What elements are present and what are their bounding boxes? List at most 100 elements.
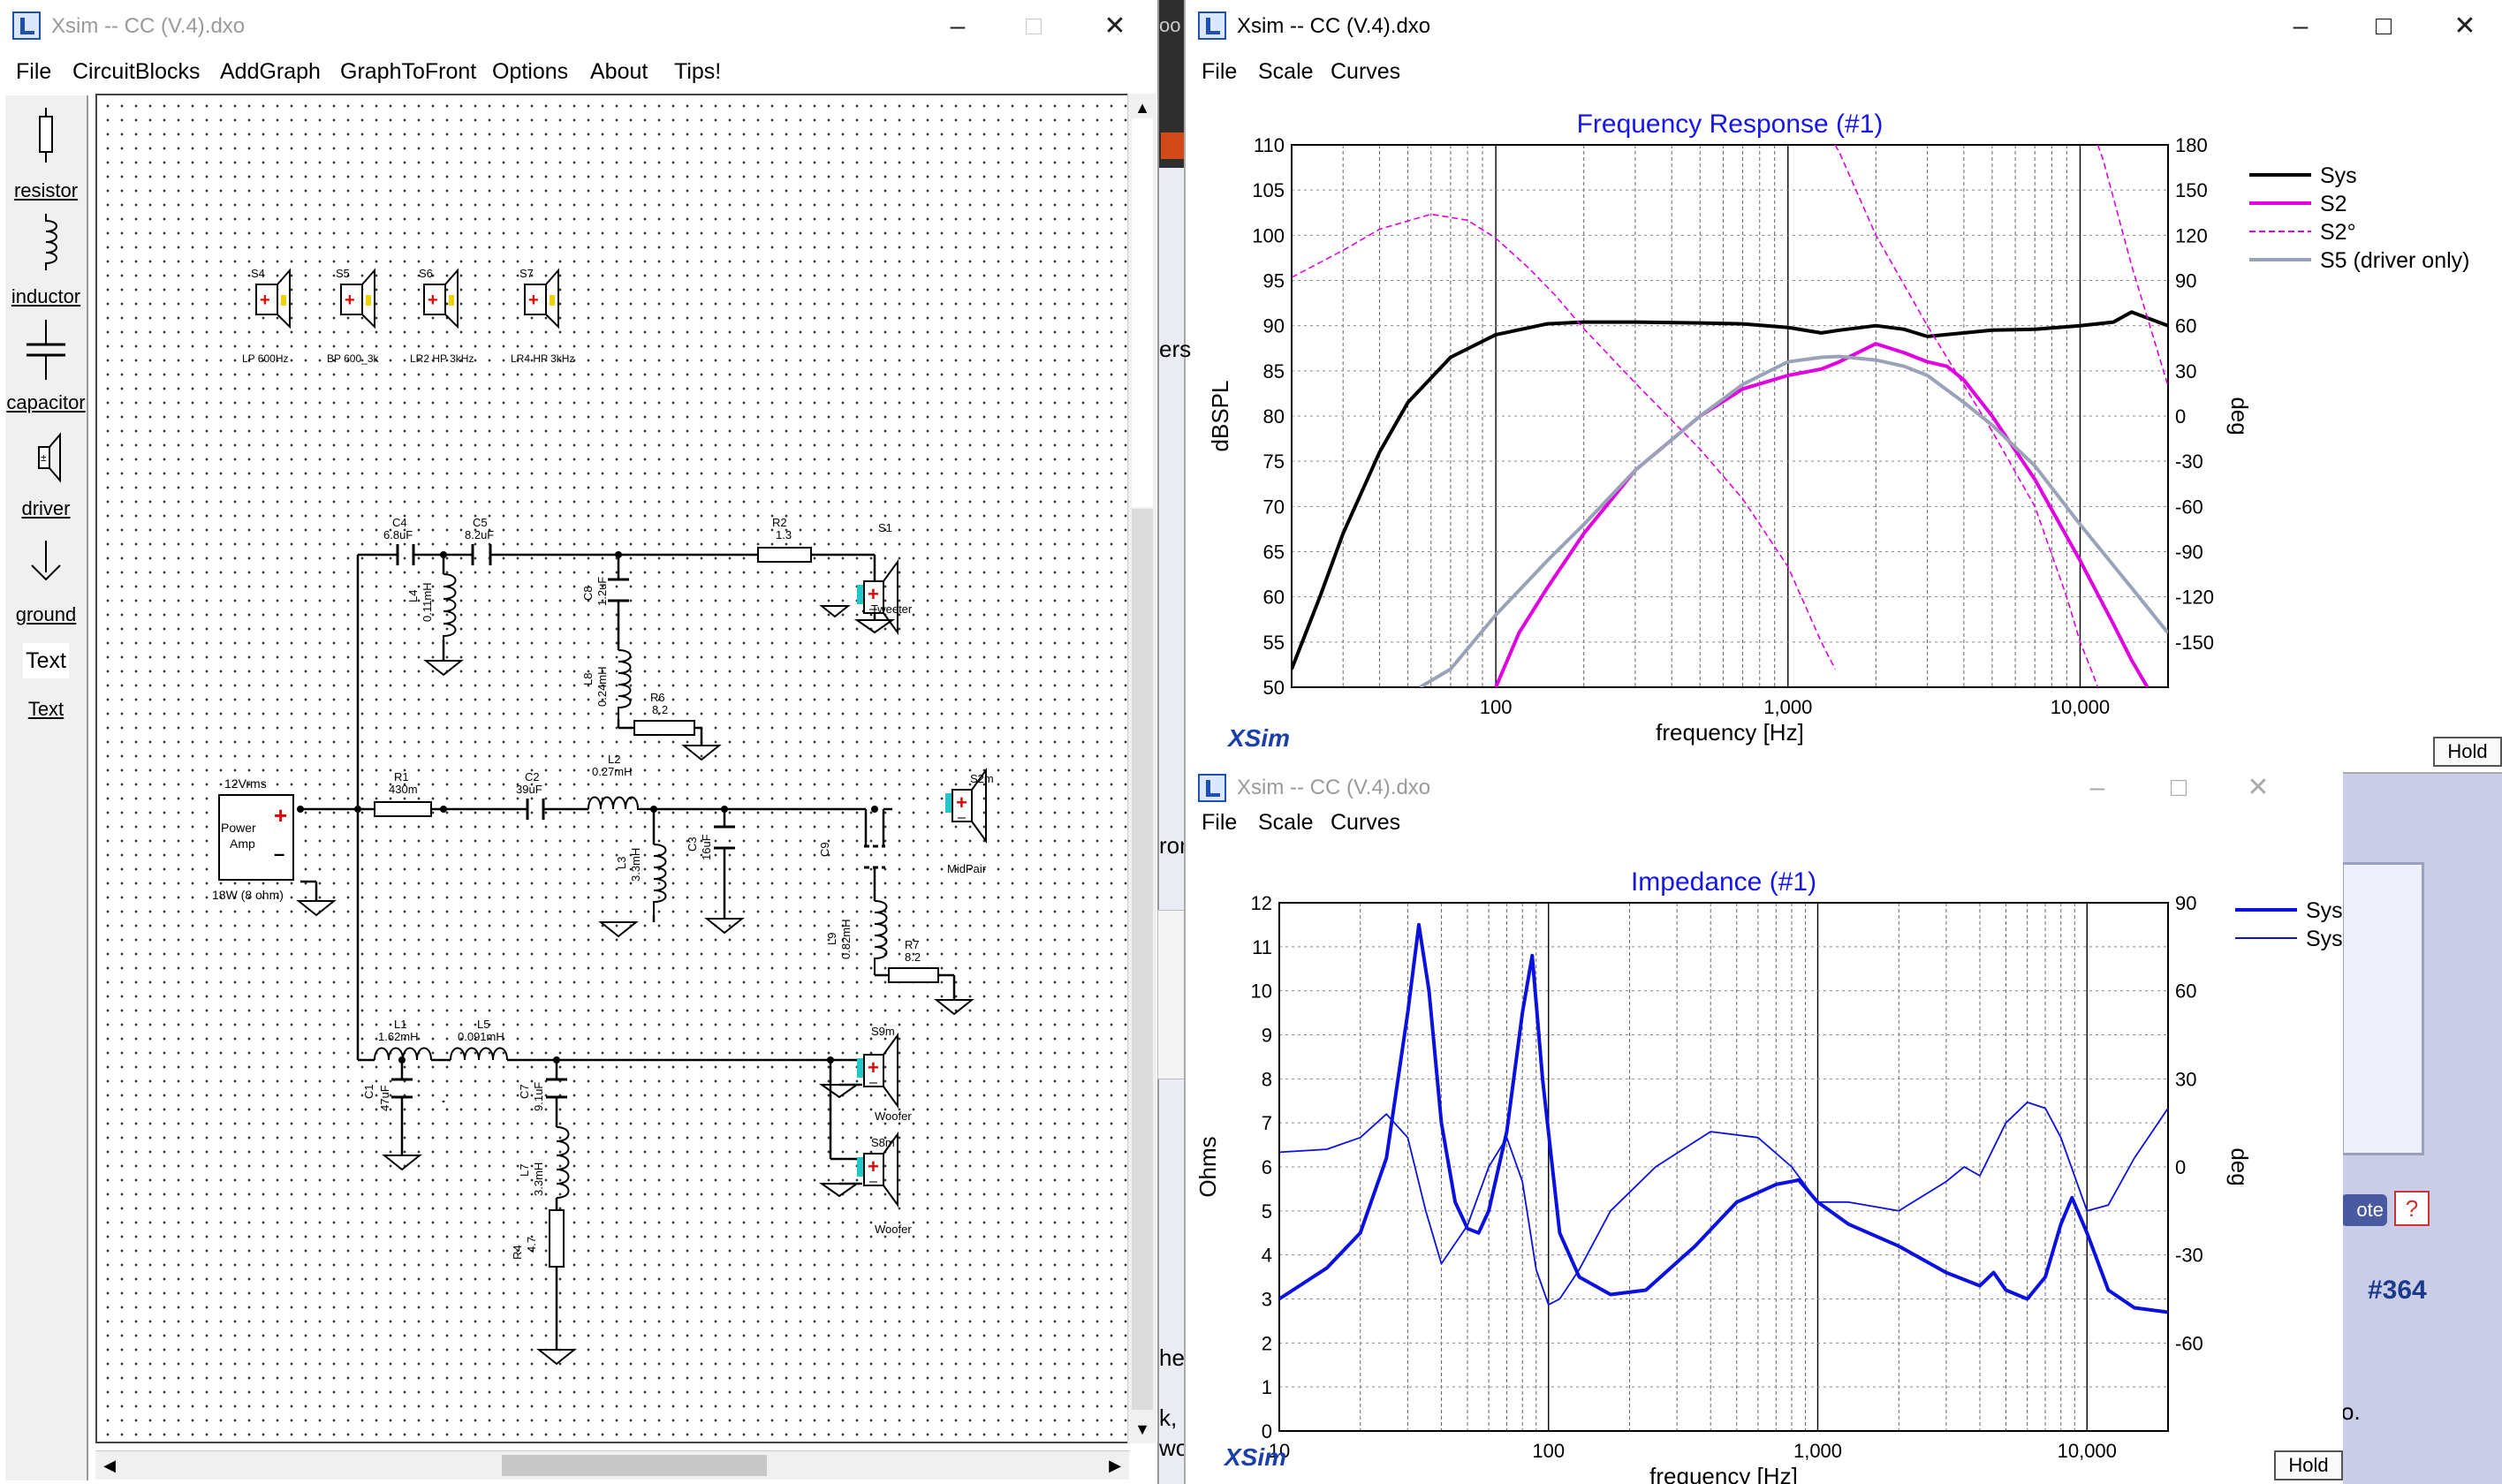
vertical-scroll-thumb[interactable] <box>1132 118 1153 507</box>
capacitors <box>391 544 885 1099</box>
menu-tips[interactable]: Tips! <box>674 59 722 84</box>
xsim-app-icon <box>1198 11 1226 40</box>
palette-driver[interactable]: ± driver <box>5 422 87 520</box>
quote-icon[interactable]: ? <box>2394 1191 2430 1226</box>
background-text-frag: ers <box>1159 336 1192 362</box>
impedance-chart[interactable]: Impedance (#1)frequency [Hz]Ohms deg12111… <box>1186 839 2343 1484</box>
schematic-canvas[interactable]: S4 + LP 600Hz S5 + BP 600_3k S6 + LR2 HP 3kHz S7 +… <box>95 94 1131 1443</box>
minimize-button[interactable]: – <box>2089 773 2105 802</box>
vertical-scroll-track[interactable] <box>1132 509 1153 1410</box>
freq-titlebar[interactable]: Xsim -- CC (V.4).dxo – □ ✕ <box>1186 0 2502 55</box>
y2-tick-label: 0 <box>2175 405 2186 428</box>
y2-axis-label: deg <box>2226 397 2253 435</box>
background-text-frag: wo <box>1159 1435 1189 1461</box>
x-tick-label: 1,000 <box>1763 696 1812 718</box>
preset-block[interactable]: S7 + LR4 HP 3kHz <box>511 267 574 365</box>
menu-file[interactable]: File <box>16 59 52 84</box>
menu-curves[interactable]: Curves <box>1331 810 1401 835</box>
hold-button[interactable]: Hold <box>2274 1450 2343 1480</box>
svg-text:1.62mH: 1.62mH <box>378 1030 419 1043</box>
menu-options[interactable]: Options <box>492 59 569 84</box>
menu-curves[interactable]: Curves <box>1331 59 1401 84</box>
y-tick-label: 6 <box>1262 1156 1272 1178</box>
plus-icon: + <box>260 291 270 310</box>
y-tick-label: 9 <box>1262 1025 1272 1047</box>
horizontal-scroll-thumb[interactable] <box>502 1455 767 1476</box>
background-browser <box>1157 0 1184 1484</box>
preset-name: S5 <box>336 267 350 280</box>
maximize-button[interactable]: □ <box>2170 773 2187 802</box>
menu-file[interactable]: File <box>1202 59 1238 84</box>
close-button[interactable]: ✕ <box>2453 11 2476 41</box>
horizontal-scrollbar[interactable]: ◀ ▶ <box>95 1450 1129 1480</box>
imp-title: Xsim -- CC (V.4).dxo <box>1237 776 1431 799</box>
speaker-driver[interactable]: +– <box>857 1032 898 1109</box>
svg-text:C3: C3 <box>686 837 699 852</box>
legend-label: Sys <box>2306 898 2343 923</box>
preset-block[interactable]: S6 + LR2 HP 3kHz <box>410 267 474 365</box>
svg-text:16uF: 16uF <box>700 834 713 860</box>
thread-number[interactable]: #364 <box>2368 1276 2427 1305</box>
menu-scale[interactable]: Scale <box>1258 810 1314 835</box>
chart-grid <box>1291 144 2169 688</box>
svg-text:4.7: 4.7 <box>525 1237 538 1253</box>
y-tick-label: 3 <box>1262 1289 1272 1311</box>
minimize-button[interactable]: – <box>2293 11 2309 41</box>
plus-icon: + <box>956 791 967 814</box>
imp-titlebar[interactable]: Xsim -- CC (V.4).dxo – □ ✕ <box>1186 768 2343 814</box>
palette-inductor[interactable]: inductor <box>5 210 87 308</box>
preset-block[interactable]: S4 + LP 600Hz <box>242 267 291 365</box>
resistor-r2 <box>757 547 812 563</box>
frequency-response-chart[interactable]: Frequency Response (#1) frequency [Hz] dBS… <box>1186 88 2502 772</box>
series-line-sys <box>1292 310 2168 670</box>
svg-text:47uF: 47uF <box>378 1085 391 1111</box>
svg-text:0.82mH: 0.82mH <box>839 919 853 959</box>
maximize-button[interactable]: □ <box>2375 11 2392 41</box>
menu-scale[interactable]: Scale <box>1258 59 1314 84</box>
menu-about[interactable]: About <box>590 59 648 84</box>
svg-text:C2: C2 <box>525 770 540 784</box>
x-tick-label: 100 <box>1480 696 1513 718</box>
preset-block[interactable]: S5 + BP 600_3k <box>327 267 379 365</box>
schematic-window: Xsim -- CC (V.4).dxo – □ ✕ File CircuitB… <box>0 0 1159 1484</box>
close-button[interactable]: ✕ <box>1103 11 1126 41</box>
palette-text[interactable]: Text <box>5 698 87 721</box>
y-tick-label: 90 <box>1263 315 1285 337</box>
svg-text:R7: R7 <box>905 938 920 951</box>
palette-ground[interactable]: ground <box>5 528 87 626</box>
menu-graphtofront[interactable]: GraphToFront <box>340 59 477 84</box>
palette-text-box[interactable]: Text <box>5 643 87 678</box>
schematic-titlebar[interactable]: Xsim -- CC (V.4).dxo – □ ✕ <box>0 0 1157 55</box>
freq-title: Xsim -- CC (V.4).dxo <box>1237 14 1431 38</box>
scroll-up-arrow-icon[interactable]: ▲ <box>1134 99 1150 117</box>
chart-title: Impedance (#1) <box>1631 867 1816 897</box>
junctions <box>297 551 878 1064</box>
scroll-down-arrow-icon[interactable]: ▼ <box>1134 1420 1150 1438</box>
speaker-driver[interactable]: +– <box>945 767 987 844</box>
inductor-icon <box>45 214 57 270</box>
capacitor-icon <box>27 320 65 380</box>
speaker-driver[interactable]: +– <box>857 558 898 636</box>
scroll-left-arrow-icon[interactable]: ◀ <box>103 1457 116 1474</box>
maximize-button[interactable]: □ <box>1025 11 1042 41</box>
hold-button[interactable]: Hold <box>2433 737 2502 767</box>
vertical-scrollbar[interactable]: ▲ ▼ <box>1127 94 1156 1443</box>
close-button[interactable]: ✕ <box>2247 773 2270 802</box>
driver-symbols: +– +– +– +– <box>857 558 987 1208</box>
minimize-button[interactable]: – <box>950 11 966 41</box>
resistors <box>374 547 939 1268</box>
palette-capacitor[interactable]: capacitor <box>5 316 87 414</box>
menu-addgraph[interactable]: AddGraph <box>220 59 321 84</box>
y-tick-label: 12 <box>1251 892 1272 914</box>
palette-resistor[interactable]: resistor <box>5 104 87 202</box>
preset-label: LR2 HP 3kHz <box>410 352 474 365</box>
scroll-right-arrow-icon[interactable]: ▶ <box>1109 1457 1121 1474</box>
svg-text:±: ± <box>41 451 47 464</box>
svg-text:C7: C7 <box>518 1084 531 1099</box>
vote-button[interactable]: ote <box>2341 1194 2387 1226</box>
speaker-driver[interactable]: +– <box>857 1131 898 1208</box>
menu-circuitblocks[interactable]: CircuitBlocks <box>72 59 201 84</box>
legend-label: S2° <box>2320 220 2356 245</box>
menu-file[interactable]: File <box>1202 810 1238 835</box>
power-amp[interactable]: + – Power Amp 12Vrms 18W (8 ohm) <box>212 776 294 902</box>
